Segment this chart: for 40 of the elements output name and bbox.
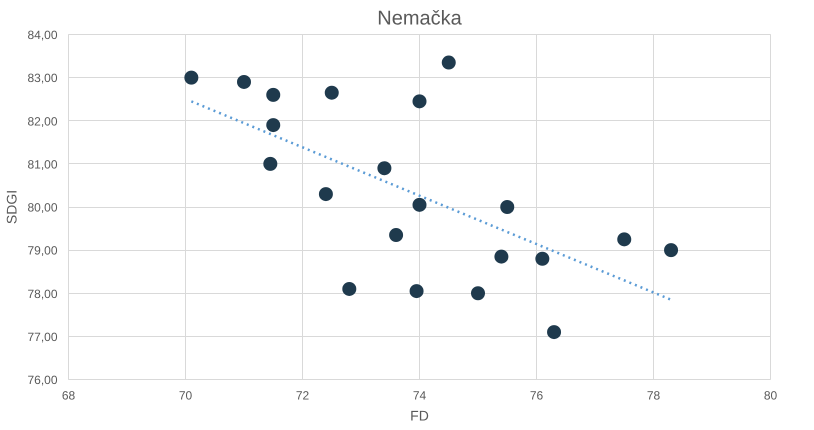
x-tick-label: 78 [646,388,660,402]
point [471,286,485,300]
chart-title: Nemačka [377,8,463,30]
point [410,284,424,298]
point [318,187,333,202]
y-tick-label: 77,00 [27,330,58,344]
point [442,56,456,70]
y-tick-label: 78,00 [27,286,58,301]
y-axis-title: SDGI [3,190,20,224]
y-tick-label: 80,00 [27,200,58,214]
x-tick-label: 68 [62,388,76,402]
point [664,243,678,258]
point [377,161,392,176]
x-tick-label: 70 [178,388,192,402]
x-tick-label: 72 [296,388,310,402]
point [266,88,280,102]
y-tick-label: 76,00 [27,373,58,387]
point [412,198,426,212]
y-tick-label: 81,00 [27,157,58,172]
point [184,70,198,85]
y-tick-label: 84,00 [27,28,58,42]
point [266,118,280,132]
point [263,156,278,171]
y-tick-label: 83,00 [27,71,58,86]
point [494,250,508,264]
point [617,232,632,246]
point [342,282,356,296]
point [324,86,339,100]
y-tick-label: 79,00 [27,244,58,258]
point [535,252,550,266]
point [237,74,251,89]
x-tick-label: 74 [412,388,426,402]
x-tick-label: 76 [530,388,544,402]
y-tick-label: 82,00 [27,114,58,128]
point [547,325,562,340]
x-tick-label: 80 [764,388,778,402]
point [389,228,404,242]
point [412,94,426,108]
x-axis-title: FD [410,408,429,424]
point [500,200,514,214]
